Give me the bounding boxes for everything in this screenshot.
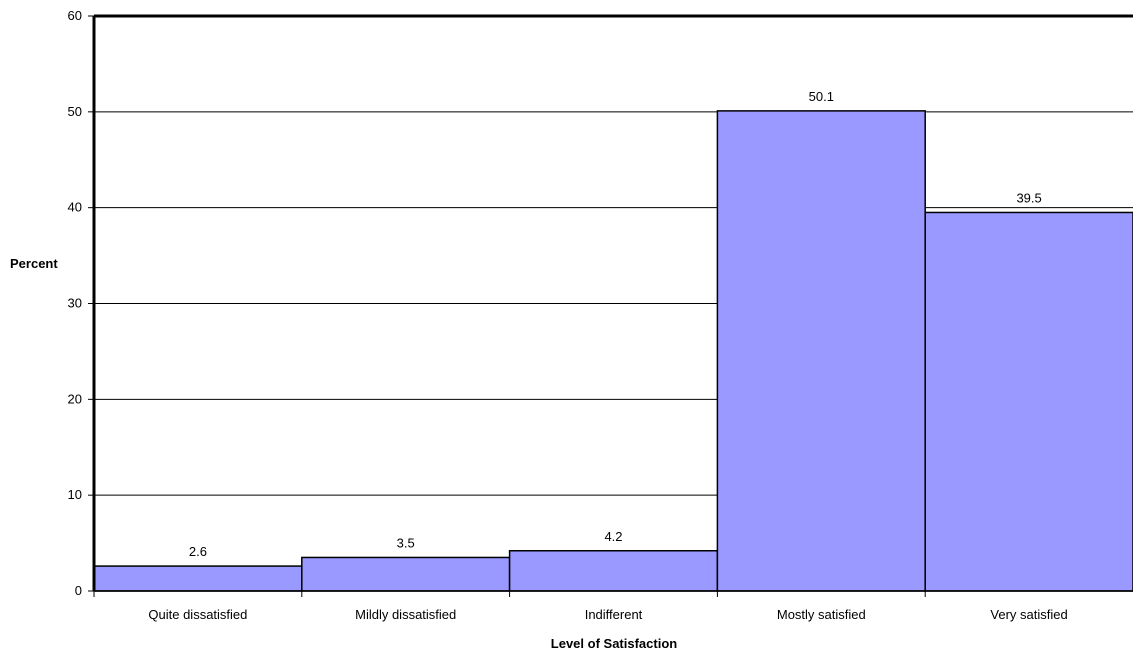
y-tick-label: 10	[68, 487, 82, 502]
x-tick-labels: Quite dissatisfied Mildly dissatisfied Ind…	[148, 607, 1067, 622]
x-tick-label: Mildly dissatisfied	[355, 607, 456, 622]
x-tick-label: Mostly satisfied	[777, 607, 866, 622]
data-label: 2.6	[189, 544, 207, 559]
bars	[93, 110, 1133, 592]
y-tick-label: 60	[68, 8, 82, 23]
x-tick-label: Quite dissatisfied	[148, 607, 247, 622]
bar	[508, 550, 719, 592]
y-tick-label: 30	[68, 296, 82, 311]
bar	[93, 565, 303, 592]
data-labels: 2.6 3.5 4.2 50.1 39.5	[189, 89, 1042, 559]
x-tick-label: Indifferent	[585, 607, 643, 622]
x-tick-label: Very satisfied	[990, 607, 1067, 622]
x-axis-title: Level of Satisfaction	[551, 636, 677, 651]
y-tick-label: 40	[68, 200, 82, 215]
y-tick-label: 20	[68, 391, 82, 406]
y-tick-label: 0	[75, 583, 82, 598]
data-label: 50.1	[809, 89, 834, 104]
axes	[88, 14, 1133, 597]
bar	[301, 556, 511, 592]
bar	[716, 110, 926, 592]
data-label: 3.5	[397, 535, 415, 550]
data-label: 39.5	[1016, 190, 1041, 205]
y-axis-title: Percent	[10, 256, 58, 271]
data-label: 4.2	[604, 529, 622, 544]
y-tick-labels: 0 10 20 30 40 50 60	[68, 8, 82, 598]
y-tick-label: 50	[68, 104, 82, 119]
bar	[924, 211, 1133, 592]
